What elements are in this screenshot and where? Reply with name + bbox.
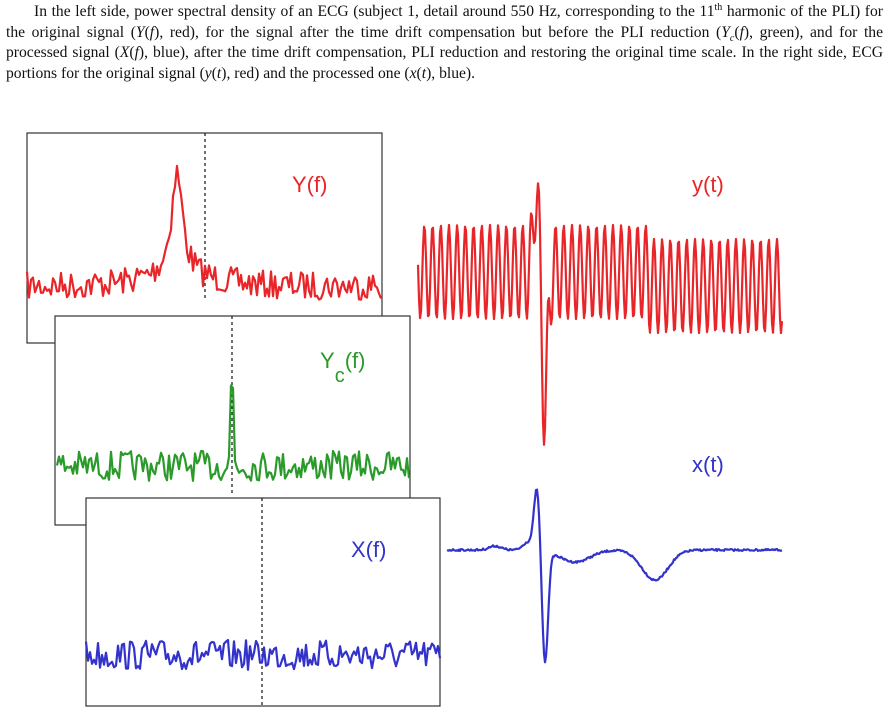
panel [85, 497, 441, 707]
caption-text: x [409, 64, 417, 82]
caption-text: ), blue). [426, 64, 476, 82]
caption-text: In the left side, power spectral density… [34, 3, 715, 20]
caption-text: c [729, 32, 735, 44]
spectrum-label: Yc(f) [320, 348, 365, 387]
caption-text: ( [734, 23, 740, 41]
label-part: c [335, 365, 345, 387]
caption-text: Y [135, 23, 145, 41]
caption-text: th [714, 1, 723, 13]
caption-text: y [204, 64, 212, 82]
spectrum-label: X(f) [351, 537, 386, 562]
waveform [55, 384, 411, 482]
caption-text: ), red) and the processed one ( [221, 64, 410, 82]
caption-text: f [134, 44, 139, 61]
caption-text: X [119, 44, 130, 61]
caption: In the left side, power spectral density… [6, 2, 883, 84]
label-part: Y [320, 348, 335, 373]
caption-text: ), red), for the signal after the time d… [154, 23, 722, 41]
caption-text: t [421, 64, 427, 82]
signal-label: x(t) [692, 452, 724, 477]
signal-label: y(t) [692, 172, 724, 197]
caption-text: ( [416, 64, 422, 82]
caption-text: t [216, 64, 222, 82]
caption-text: f [149, 23, 155, 41]
waveform [25, 164, 383, 301]
caption-text: ), green), and for the processed signal … [6, 23, 883, 62]
waveform [84, 638, 442, 671]
waveform [416, 182, 784, 446]
caption-text: ), blue), after the time drift compensat… [6, 44, 883, 82]
caption-text: ( [144, 23, 150, 41]
spectrum-label: Y(f) [292, 172, 327, 197]
caption-text: Y [721, 23, 730, 41]
label-part: (f) [345, 348, 366, 373]
caption-text: harmonic of the PLI) for the original si… [6, 3, 883, 41]
caption-text: ( [211, 64, 217, 82]
caption-text: ( [129, 44, 135, 61]
waveform [446, 488, 783, 664]
caption-text: f [739, 23, 744, 41]
